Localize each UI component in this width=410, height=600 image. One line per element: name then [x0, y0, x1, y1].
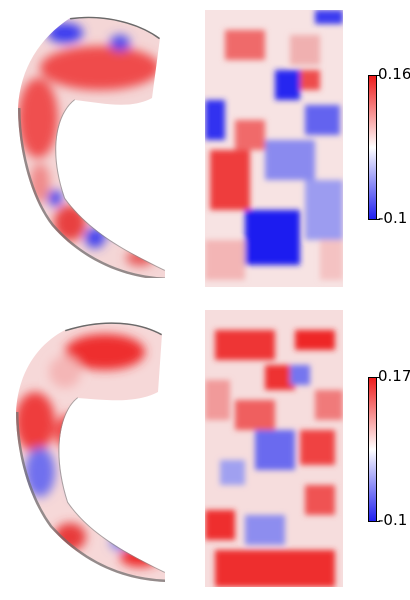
- flatmap-top: [205, 10, 343, 287]
- colorbar-bottom: [368, 377, 377, 522]
- tract-surface-bottom: [16, 322, 165, 582]
- flatmap-bottom: [205, 310, 343, 587]
- colorbar-bottom-min-tick: [376, 521, 380, 522]
- colorbar-top-min-tick: [376, 219, 380, 220]
- colorbar-top: [368, 75, 377, 220]
- tract-surface-top: [18, 16, 165, 278]
- colorbar-top-max-label: 0.16: [378, 65, 410, 83]
- colorbar-top-min-label: -0.1: [378, 209, 408, 227]
- colorbar-bottom-max-label: 0.17: [378, 367, 410, 385]
- colorbar-bottom-min-label: -0.1: [378, 511, 408, 529]
- colorbar-top-max-tick: [376, 75, 380, 76]
- colorbar-bottom-max-tick: [376, 377, 380, 378]
